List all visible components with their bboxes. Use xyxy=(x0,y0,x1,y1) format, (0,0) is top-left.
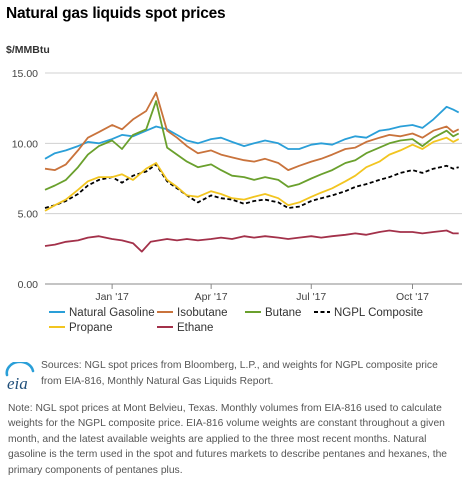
source-block: eia Sources: NGL spot prices from Bloomb… xyxy=(0,355,469,399)
legend-item-propane: Propane xyxy=(49,322,112,334)
eia-logo-arc xyxy=(5,362,35,377)
series-line-ethane xyxy=(44,229,459,253)
legend-item-ethane: Ethane xyxy=(157,322,213,334)
series-line-butane xyxy=(44,100,460,191)
legend-label: Butane xyxy=(265,307,301,319)
legend-item-ngpl-composite: NGPL Composite xyxy=(314,307,423,319)
x-tick-label: Jul '17 xyxy=(296,291,326,303)
axes: $/MMBtu 0.00 5.00 10.00 15.00 Jan '17 Apr '17 J… xyxy=(6,44,462,303)
legend: Natural Gasoline Isobutane Butane NGPL Comp… xyxy=(49,307,423,334)
legend-label: Propane xyxy=(69,322,112,334)
y-tick-label: 15.00 xyxy=(12,68,38,80)
eia-logo-text: eia xyxy=(7,374,28,392)
series-line-natural-gasoline xyxy=(44,105,460,160)
legend-item-natural-gasoline: Natural Gasoline xyxy=(49,307,155,319)
series-line-propane xyxy=(44,136,460,212)
y-tick-label: 5.00 xyxy=(18,209,39,221)
legend-item-butane: Butane xyxy=(245,307,301,319)
x-tick-label: Apr '17 xyxy=(195,291,228,303)
y-unit-label: $/MMBtu xyxy=(6,44,50,56)
legend-label: Natural Gasoline xyxy=(69,307,155,319)
legend-label: NGPL Composite xyxy=(334,307,423,319)
grid xyxy=(45,72,462,285)
legend-label: Isobutane xyxy=(177,307,228,319)
x-tick-label: Jan '17 xyxy=(95,291,129,303)
source-text: Sources: NGL spot prices from Bloomberg,… xyxy=(41,360,438,387)
legend-label: Ethane xyxy=(177,322,213,334)
x-tick-label: Oct '17 xyxy=(396,291,429,303)
eia-logo: eia xyxy=(5,362,35,392)
legend-item-isobutane: Isobutane xyxy=(157,307,228,319)
y-tick-label: 10.00 xyxy=(12,138,38,150)
y-tick-label: 0.00 xyxy=(18,279,39,291)
series-line-ngpl-composite xyxy=(44,163,459,209)
series-line-isobutane xyxy=(44,91,460,172)
chart: $/MMBtu 0.00 5.00 10.00 15.00 Jan '17 Apr '17 J… xyxy=(6,44,462,334)
note-text: Note: NGL spot prices at Mont Belvieu, T… xyxy=(8,403,448,476)
series-lines xyxy=(44,91,460,253)
chart-title: Natural gas liquids spot prices xyxy=(6,5,226,22)
